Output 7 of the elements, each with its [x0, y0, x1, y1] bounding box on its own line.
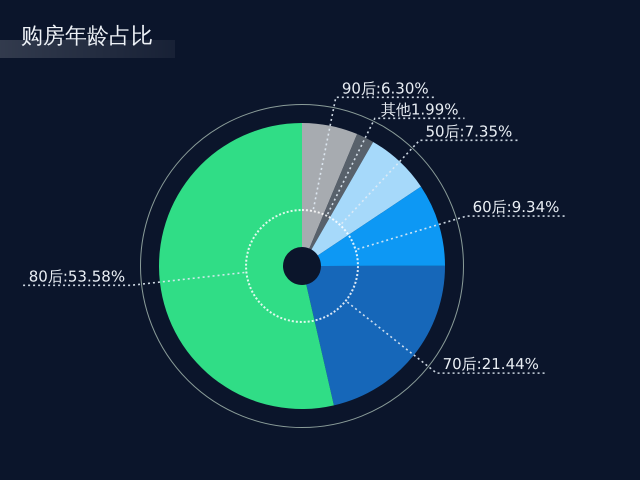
slice-label: 80后:53.58% [28, 267, 126, 286]
slice-label: 其他1.99% [380, 100, 459, 118]
slice-label: 50后:7.35% [425, 122, 512, 140]
slice-label: 90后:6.30% [342, 79, 429, 98]
slice-label: 60后:9.34% [472, 198, 560, 216]
chart-title: 购房年龄占比 [21, 24, 153, 50]
slice-label: 70后:21.44% [442, 355, 539, 374]
